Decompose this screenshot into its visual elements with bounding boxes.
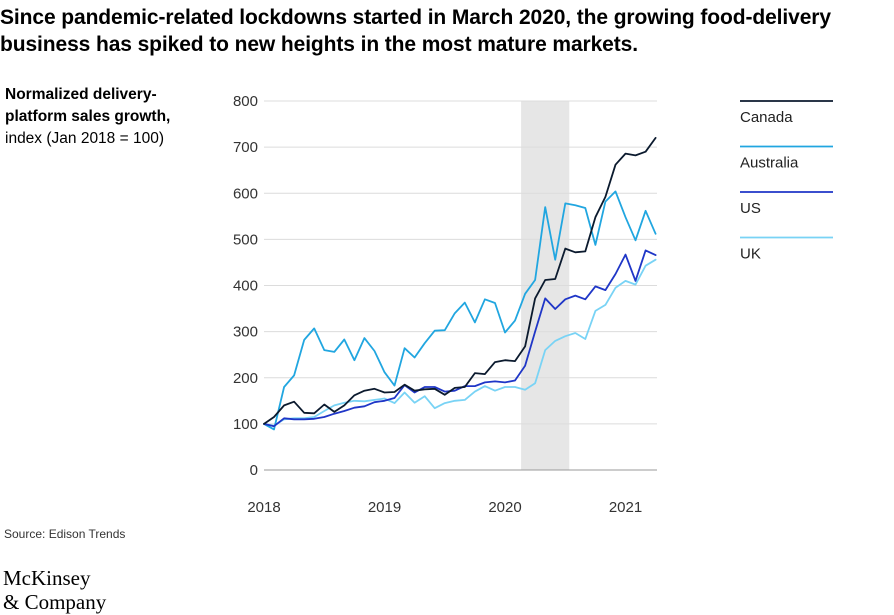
y-tick-label-400: 400 <box>233 278 258 295</box>
x-tick-label-2019: 2019 <box>368 499 401 516</box>
legend-label-uk: UK <box>740 246 761 263</box>
x-tick-label-2021: 2021 <box>609 499 642 516</box>
y-tick-label-800: 800 <box>233 93 258 110</box>
y-tick-label-300: 300 <box>233 324 258 341</box>
series-line-us <box>263 249 657 428</box>
series-line-canada <box>263 136 657 425</box>
y-tick-label-600: 600 <box>233 185 258 202</box>
x-tick-label-2020: 2020 <box>488 499 521 516</box>
y-tick-label-500: 500 <box>233 231 258 248</box>
y-axis-label: Normalized delivery-platform sales growt… <box>5 84 205 150</box>
legend-label-us: US <box>740 200 761 217</box>
x-tick-label-2018: 2018 <box>247 499 280 516</box>
y-tick-label-0: 0 <box>250 462 258 479</box>
legend-label-australia: Australia <box>740 155 799 172</box>
y-tick-label-700: 700 <box>233 139 258 156</box>
chart-headline: Since pandemic-related lockdowns started… <box>0 6 831 56</box>
y-axis-label-rest: index (Jan 2018 = 100) <box>5 130 164 147</box>
source-note: Source: Edison Trends <box>4 527 126 541</box>
y-tick-label-200: 200 <box>233 370 258 387</box>
y-tick-label-100: 100 <box>233 416 258 433</box>
legend-label-canada: Canada <box>740 109 793 126</box>
logo-line-2: & Company <box>3 590 107 614</box>
series-line-uk <box>263 258 657 427</box>
series-line-australia <box>263 190 657 431</box>
logo-line-1: McKinsey <box>3 566 91 590</box>
y-axis-label-bold: Normalized delivery-platform sales growt… <box>5 86 171 125</box>
mckinsey-logo: McKinsey & Company <box>3 566 106 614</box>
